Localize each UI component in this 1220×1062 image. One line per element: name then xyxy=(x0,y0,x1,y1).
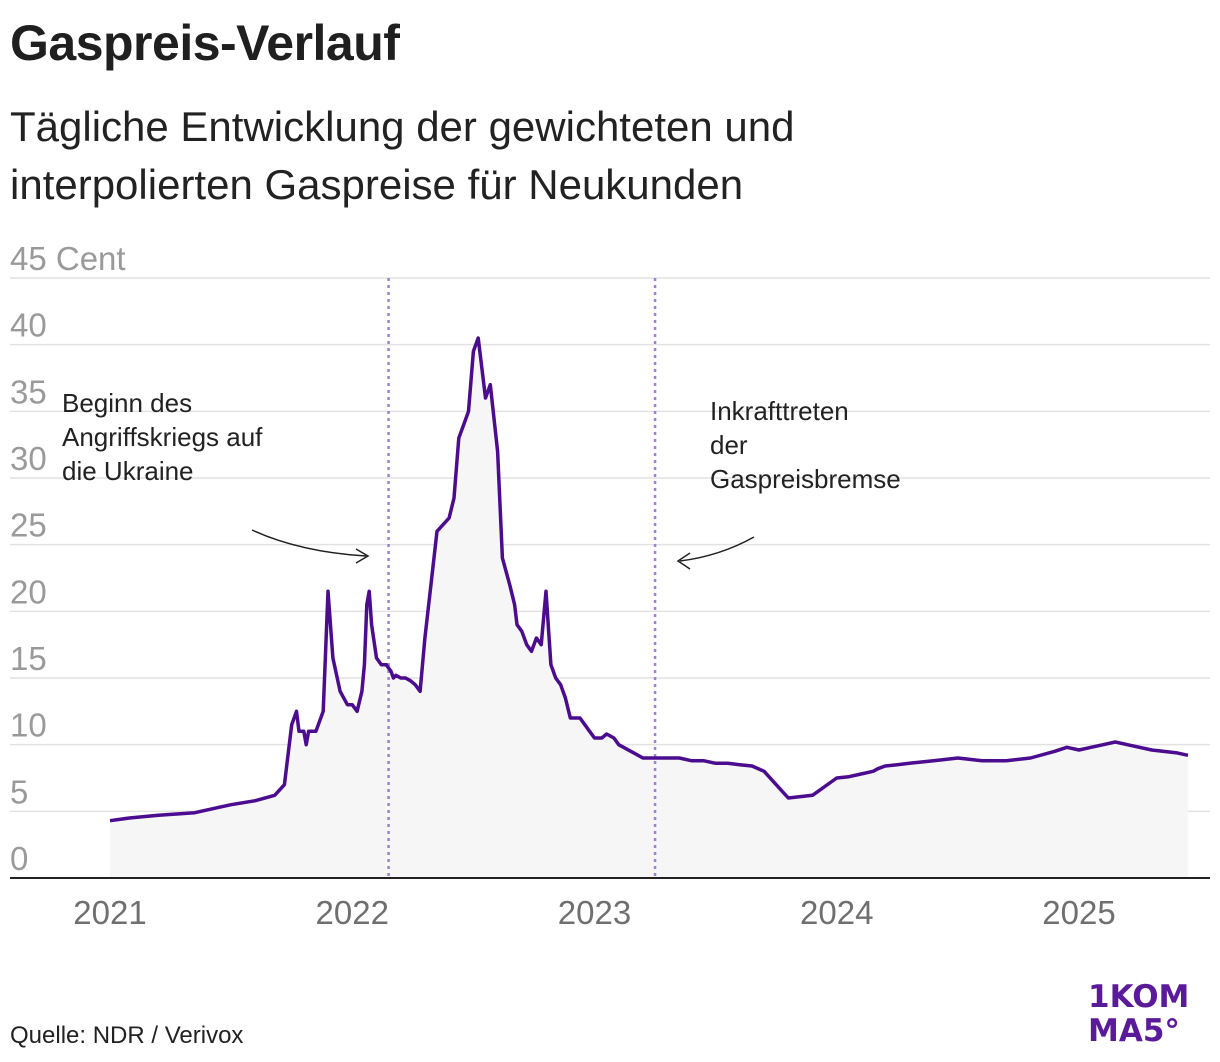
x-tick-label-2025: 2025 xyxy=(1042,894,1115,931)
annotation-arrow-1 xyxy=(251,529,367,557)
subtitle-line-1: Tägliche Entwicklung der gewichteten und xyxy=(10,103,795,150)
y-tick-label-15: 15 xyxy=(10,640,47,677)
annotations: Beginn des Angriffskriegs auf die Ukraine I… xyxy=(62,388,901,570)
chart-subtitle: Tägliche Entwicklung der gewichteten und… xyxy=(10,98,1110,214)
annotation-1-line-2: Angriffskriegs auf xyxy=(62,422,263,452)
event-lines xyxy=(387,278,657,878)
annotation-1-line-3: die Ukraine xyxy=(62,456,194,486)
brand-logo: 1KOM MA5° xyxy=(1088,980,1208,1048)
y-tick-label-40: 40 xyxy=(10,307,47,344)
y-tick-label-45: 45 Cent xyxy=(10,240,126,277)
x-tick-label-2021: 2021 xyxy=(73,894,146,931)
price-line xyxy=(109,336,1189,823)
y-tick-label-10: 10 xyxy=(10,707,47,744)
x-tick-labels: 2021 2022 2023 2024 2025 xyxy=(73,894,1115,931)
y-tick-label-25: 25 xyxy=(10,507,47,544)
annotation-2-line-3: Gaspreisbremse xyxy=(710,464,901,494)
y-tick-label-20: 20 xyxy=(10,573,47,610)
x-tick-label-2023: 2023 xyxy=(558,894,631,931)
x-tick-label-2024: 2024 xyxy=(800,894,873,931)
price-area xyxy=(110,338,1188,878)
y-tick-label-0: 0 xyxy=(10,840,28,877)
annotation-arrowhead-2 xyxy=(676,552,691,570)
chart-title: Gaspreis-Verlauf xyxy=(10,15,400,71)
y-tick-label-30: 30 xyxy=(10,440,47,477)
annotation-arrowhead-1 xyxy=(355,548,370,564)
subtitle-line-2: interpolierten Gaspreise für Neukunden xyxy=(10,161,744,208)
annotation-2-line-2: der xyxy=(710,430,748,460)
logo-line-2: MA5° xyxy=(1088,1013,1180,1049)
y-tick-labels: 0 5 10 15 20 25 30 35 40 45 Cent xyxy=(10,240,126,877)
annotation-2-line-1: Inkrafttreten xyxy=(710,396,849,426)
grid-lines xyxy=(10,277,1210,813)
annotation-1-line-1: Beginn des xyxy=(62,388,192,418)
annotation-arrow-2 xyxy=(679,536,755,562)
y-tick-label-5: 5 xyxy=(10,773,28,810)
y-tick-label-35: 35 xyxy=(10,373,47,410)
source-note: Quelle: NDR / Verivox xyxy=(10,1022,244,1049)
x-tick-label-2022: 2022 xyxy=(316,894,389,931)
logo-line-1: 1KOM xyxy=(1088,979,1190,1015)
